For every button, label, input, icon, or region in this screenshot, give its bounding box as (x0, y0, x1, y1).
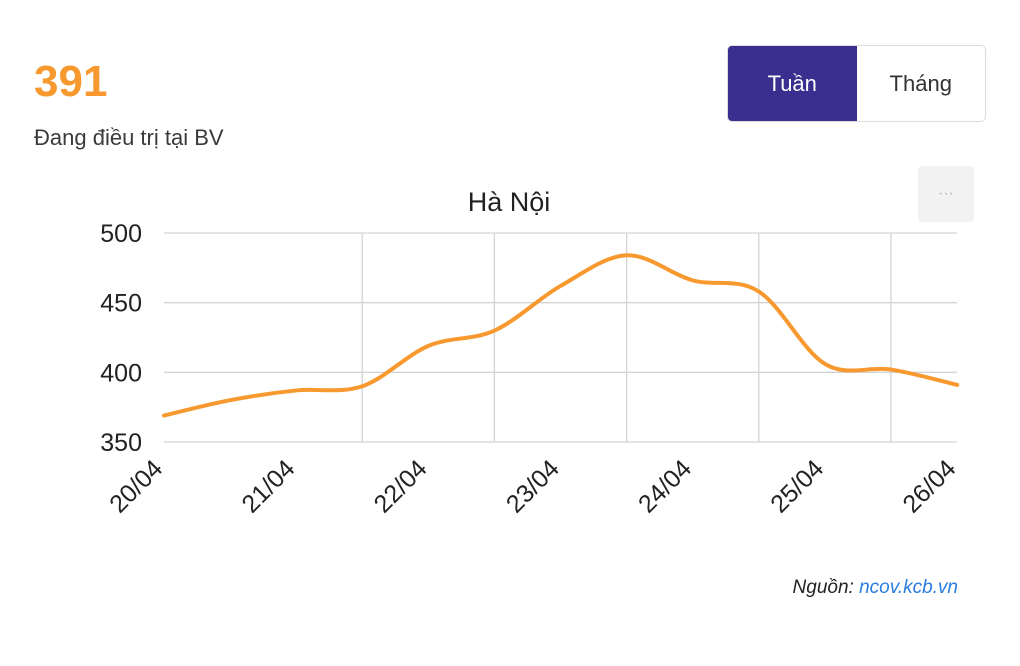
period-toggle: Tuần Tháng (727, 45, 986, 122)
data-point[interactable] (621, 249, 633, 261)
toggle-month-button[interactable]: Tháng (889, 70, 952, 96)
chart-menu-button[interactable]: ··· (918, 166, 974, 222)
series-line (162, 253, 960, 418)
toggle-week-button[interactable]: Tuần (728, 46, 857, 121)
data-point[interactable] (885, 364, 897, 376)
x-tick-label: 24/04 (633, 454, 697, 518)
x-tick-label: 21/04 (236, 454, 300, 518)
x-tick-label: 26/04 (897, 454, 961, 518)
data-point[interactable] (555, 280, 567, 292)
source-link[interactable]: ncov.kcb.vn (859, 577, 958, 598)
data-point[interactable] (224, 394, 236, 406)
y-axis: 350 400 450 500 (100, 220, 142, 457)
data-point[interactable] (422, 340, 434, 352)
data-point[interactable] (687, 274, 699, 286)
data-point[interactable] (290, 384, 302, 396)
data-point[interactable] (819, 358, 831, 370)
data-point[interactable] (753, 286, 765, 298)
y-tick-label: 500 (100, 220, 142, 248)
y-tick-label: 400 (100, 359, 142, 387)
y-tick-label: 350 (100, 429, 142, 457)
data-point[interactable] (158, 410, 170, 422)
y-tick-label: 450 (100, 290, 142, 318)
data-point[interactable] (489, 325, 501, 337)
x-tick-label: 22/04 (369, 454, 433, 518)
source-prefix: Nguồn: (792, 577, 860, 598)
more-icon: ··· (938, 185, 954, 202)
x-tick-label: 23/04 (501, 454, 565, 518)
chart-title: Hà Nội (468, 187, 551, 217)
data-point[interactable] (356, 380, 368, 392)
total-count-value: 391 (34, 57, 108, 106)
chart-series (158, 249, 963, 422)
source-note: Nguồn: ncov.kcb.vn (793, 577, 958, 599)
x-axis: 20/04 21/04 22/04 23/04 24/04 25/04 26/04 (104, 454, 961, 518)
chart-grid (164, 232, 957, 443)
x-tick-label: 20/04 (104, 454, 168, 518)
x-tick-label: 25/04 (765, 454, 829, 518)
data-point[interactable] (951, 379, 963, 391)
total-count-label: Đang điều trị tại BV (34, 125, 224, 150)
